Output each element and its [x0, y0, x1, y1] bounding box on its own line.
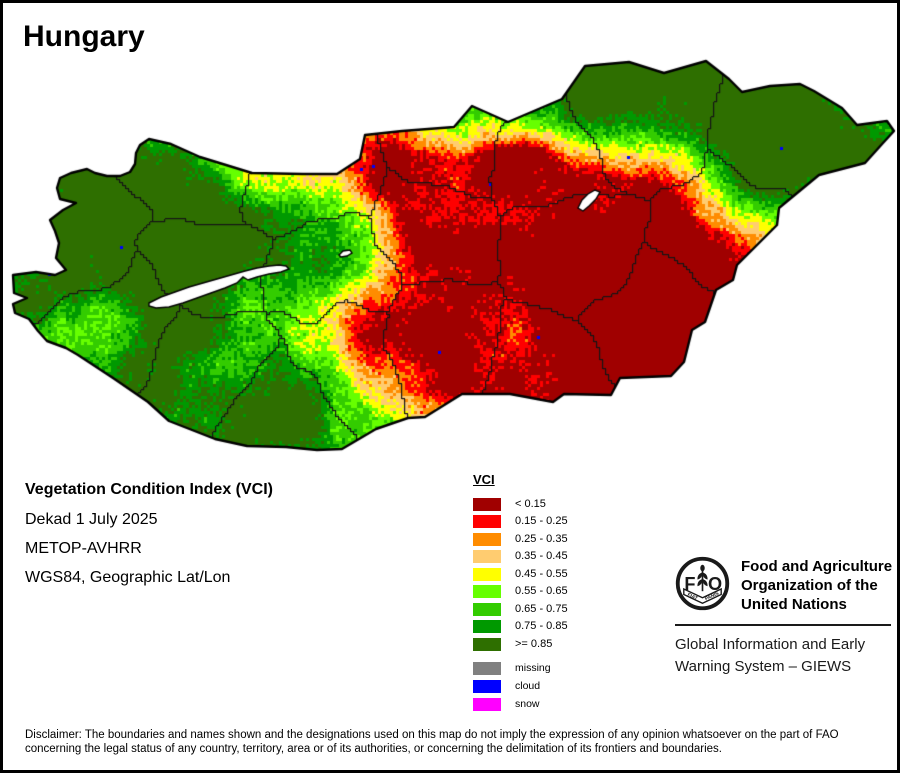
legend-swatch [473, 679, 501, 693]
legend-swatch [473, 532, 501, 546]
legend-label: < 0.15 [515, 498, 546, 510]
legend-swatch [473, 497, 501, 511]
legend-swatch [473, 697, 501, 711]
legend-title: VCI [473, 472, 495, 487]
legend-label: snow [515, 698, 540, 710]
legend-label: 0.35 - 0.45 [515, 550, 568, 562]
legend-swatch [473, 602, 501, 616]
legend-row: cloud [473, 679, 540, 693]
giews-line: Warning System – GIEWS [675, 658, 852, 675]
svg-text:O: O [708, 574, 722, 594]
legend-swatch [473, 637, 501, 651]
legend-row: 0.75 - 0.85 [473, 619, 568, 633]
legend-row: 0.35 - 0.45 [473, 549, 568, 563]
disclaimer-line-1: Disclaimer: The boundaries and names sho… [25, 729, 839, 741]
legend-row: snow [473, 697, 540, 711]
legend-label: cloud [515, 680, 541, 692]
legend-label: 0.45 - 0.55 [515, 568, 568, 580]
legend-row: >= 0.85 [473, 637, 552, 651]
legend-swatch [473, 584, 501, 598]
legend-label: 0.25 - 0.35 [515, 533, 568, 545]
legend-label: 0.75 - 0.85 [515, 620, 568, 632]
fao-name-line: Organization of the [741, 577, 878, 594]
fao-name-line: Food and Agriculture [741, 558, 893, 575]
legend-label: 0.15 - 0.25 [515, 515, 568, 527]
legend-swatch [473, 549, 501, 563]
fao-motto-right: PANIS [704, 590, 721, 602]
legend-swatch [473, 567, 501, 581]
svg-text:F: F [684, 574, 695, 594]
page-title: Hungary [23, 20, 145, 53]
legend-swatch [473, 661, 501, 675]
legend-row: 0.45 - 0.55 [473, 567, 568, 581]
vci-legend: VCI < 0.15 0.15 - 0.25 0.25 - 0.35 0.35 … [473, 472, 653, 711]
legend-row: 0.25 - 0.35 [473, 532, 568, 546]
legend-swatch [473, 514, 501, 528]
projection-label: WGS84, Geographic Lat/Lon [25, 569, 231, 586]
legend-row: < 0.15 [473, 497, 546, 511]
fao-divider [675, 624, 891, 626]
legend-label: missing [515, 662, 551, 674]
legend-row: 0.15 - 0.25 [473, 514, 568, 528]
legend-label: 0.55 - 0.65 [515, 585, 568, 597]
giews-line: Global Information and Early [675, 636, 866, 653]
fao-motto-left: FIAT [686, 592, 698, 602]
fao-logo-icon: F O FIAT PANIS [675, 556, 730, 611]
legend-row: 0.65 - 0.75 [473, 602, 568, 616]
legend-label: >= 0.85 [515, 638, 553, 650]
dekad-label: Dekad 1 July 2025 [25, 511, 158, 528]
product-title: Vegetation Condition Index (VCI) [25, 481, 273, 498]
disclaimer-line-2: concerning the legal status of any count… [25, 743, 722, 755]
legend-row: missing [473, 661, 551, 675]
legend-swatch [473, 619, 501, 633]
vci-map-canvas [3, 3, 897, 770]
sensor-label: METOP-AVHRR [25, 540, 142, 557]
fao-name-line: United Nations [741, 596, 847, 613]
legend-row: 0.55 - 0.65 [473, 584, 568, 598]
legend-label: 0.65 - 0.75 [515, 603, 568, 615]
